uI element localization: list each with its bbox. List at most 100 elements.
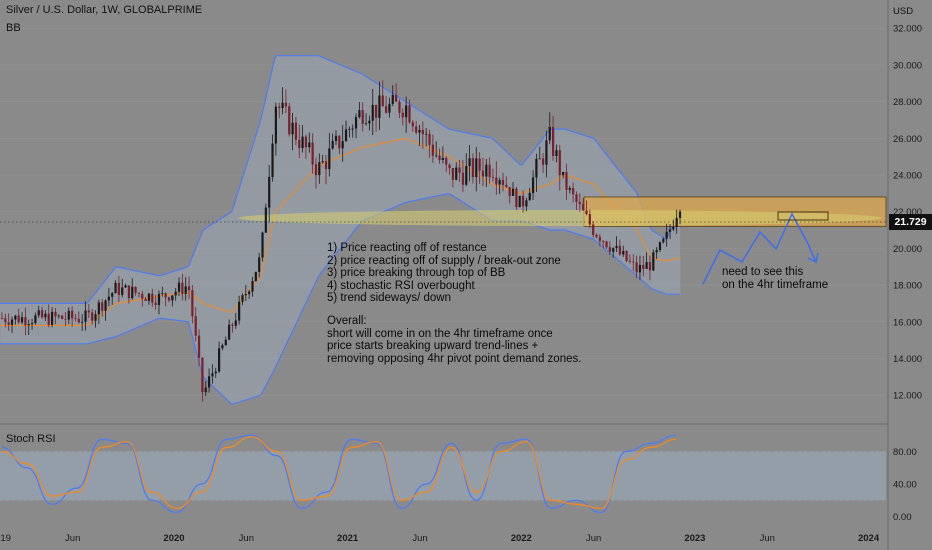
candle-body (161, 293, 164, 294)
target-box (777, 211, 829, 221)
candle-body (61, 315, 64, 319)
candle-body (181, 282, 184, 294)
candle-body (374, 104, 378, 118)
note-line: removing opposing 4hr pivot point demand… (327, 352, 582, 365)
candle-body (672, 227, 675, 230)
candle-body (341, 141, 344, 149)
candle-body (211, 373, 214, 377)
candle-body (271, 143, 274, 177)
stoch-tick-label: 40.00 (893, 480, 917, 491)
projection-arrowhead (807, 252, 819, 264)
candle-body (268, 176, 271, 208)
candle-body (184, 286, 187, 294)
candle-body (501, 180, 505, 185)
candle-body (675, 217, 678, 228)
candle-body (458, 167, 461, 173)
chart-title: Silver / U.S. Dollar, 1W, GLOBALPRIME (6, 4, 203, 16)
candle-body (552, 126, 555, 157)
candle-body (525, 200, 528, 207)
candle-body (361, 110, 364, 124)
candle-body (612, 248, 615, 252)
candle-body (221, 345, 224, 349)
candle-body (491, 177, 495, 178)
candle-body (575, 194, 578, 202)
candle-body (498, 180, 501, 185)
time-tick-label: Jun (760, 533, 775, 544)
candle-body (311, 142, 314, 165)
note-line: 3) price breaking through top of BB (327, 267, 506, 279)
candle-body (588, 214, 591, 225)
indicator-label[interactable]: BB (6, 22, 21, 34)
candle-body (662, 238, 665, 243)
candle-body (415, 126, 418, 133)
candle-body (358, 110, 361, 118)
bb-lower-line (0, 192, 680, 405)
candle-body (658, 242, 662, 250)
candle-body (475, 158, 478, 178)
price-tick-label: 16.000 (893, 317, 922, 328)
candle-body (321, 161, 324, 163)
last-price-tag: 21.729 (889, 214, 932, 230)
candle-body (665, 231, 668, 239)
candle-body (7, 322, 10, 325)
projection-path (702, 212, 817, 285)
side-note: need to see this on the 4hr timeframe (722, 266, 828, 291)
candle-body (652, 252, 655, 271)
candle-body (114, 282, 117, 294)
candle-body (30, 323, 34, 325)
candle-body (17, 315, 20, 323)
time-tick-label: 2020 (163, 533, 184, 544)
candle-body (308, 142, 311, 148)
candle-body (231, 324, 234, 326)
candle-body (74, 318, 77, 319)
candle-body (562, 171, 565, 176)
candle-body (294, 122, 298, 140)
candle-body (10, 319, 14, 325)
candle-body (578, 201, 581, 205)
candle-body (535, 158, 538, 178)
candle-body (478, 158, 481, 171)
candle-body (288, 106, 291, 135)
candle-body (187, 286, 191, 291)
time-tick-label: Jun (412, 533, 427, 544)
candle-body (582, 204, 585, 211)
candle-body (197, 335, 201, 358)
candle-body (141, 293, 144, 299)
candle-body (124, 285, 127, 288)
candle-body (34, 315, 37, 324)
candle-body (398, 101, 401, 113)
candle-body (318, 162, 321, 176)
stoch-d-line (1, 436, 677, 510)
candle-body (441, 157, 444, 160)
time-tick-label: Jun (65, 533, 80, 544)
candle-body (468, 158, 471, 166)
candle-body (428, 133, 431, 145)
candle-body (618, 245, 621, 255)
note-line: short will come in on the 4hr timeframe … (327, 327, 553, 340)
candle-body (628, 260, 632, 262)
candle-body (585, 210, 588, 215)
candle-body (568, 188, 571, 190)
candle-body (425, 133, 428, 135)
currency-label: USD (893, 6, 914, 17)
candle-body (218, 348, 221, 372)
candle-body (228, 324, 231, 340)
candle-body (91, 312, 94, 321)
note-line: Overall: (327, 315, 367, 327)
candle-body (518, 195, 521, 208)
candle-body (408, 105, 411, 123)
candle-body (635, 262, 638, 273)
candle-body (508, 187, 511, 196)
note-line: 4) stochastic RSI overbought (327, 279, 475, 292)
candle-body (274, 106, 277, 144)
stoch-rsi-label[interactable]: Stoch RSI (6, 433, 56, 445)
stoch-axis: 80.00 40.00 0.00 (893, 447, 917, 523)
candle-body (224, 339, 227, 346)
note-line: price starts breaking upward trend-lines… (327, 340, 539, 352)
candle-body (391, 94, 394, 104)
candle-body (381, 95, 384, 107)
candle-body (471, 158, 475, 178)
candle-body (264, 207, 267, 233)
candle-body (548, 126, 551, 141)
